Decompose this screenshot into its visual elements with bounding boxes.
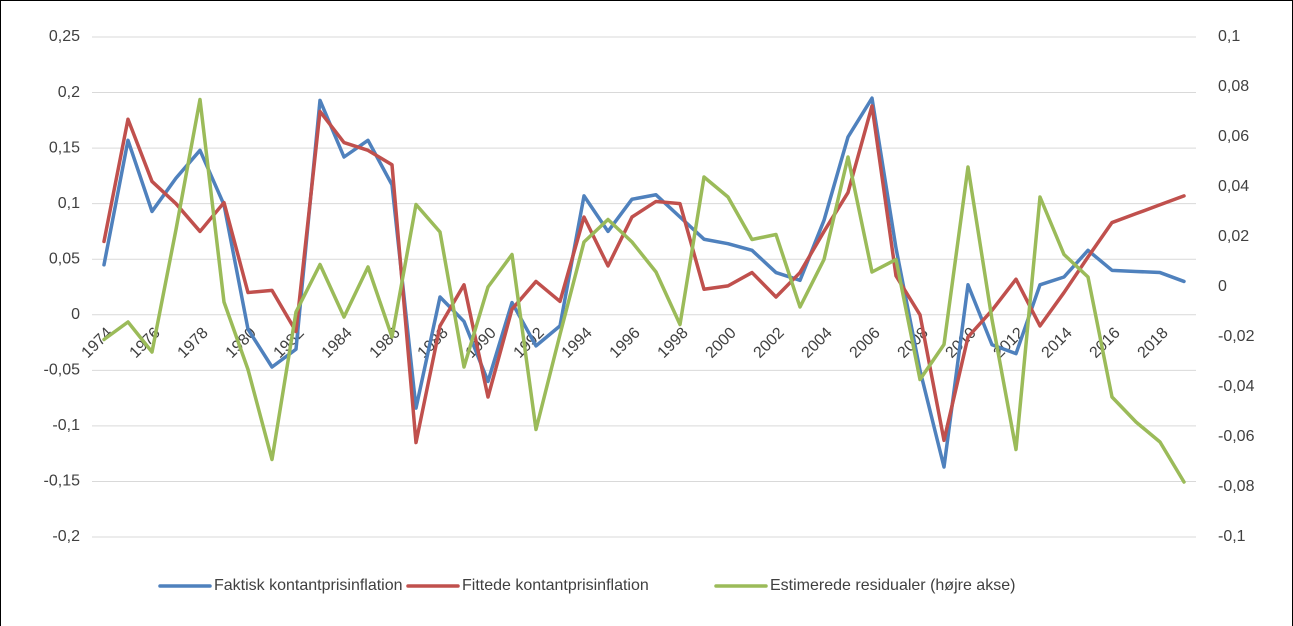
y-tick-label: -0,2 [52, 528, 80, 545]
y-tick-label: 0 [71, 306, 80, 323]
y-tick-label: -0,05 [44, 362, 81, 379]
legend-label: Estimerede residualer (højre akse) [770, 577, 1015, 594]
y2-tick-label: 0,08 [1218, 78, 1249, 95]
y2-tick-label: -0,02 [1218, 328, 1255, 345]
series-line [102, 96, 1186, 469]
y-tick-label: 0,05 [49, 250, 80, 267]
y-tick-label: 0,25 [49, 28, 80, 45]
y2-tick-label: -0,06 [1218, 428, 1255, 445]
legend-label: Fittede kontantprisinflation [462, 577, 649, 594]
series-line [102, 97, 1186, 484]
y2-tick-label: 0,06 [1218, 128, 1249, 145]
series-line [102, 104, 1186, 445]
y2-tick-label: 0,04 [1218, 178, 1249, 195]
y-tick-label: 0,15 [49, 139, 80, 156]
y2-tick-label: -0,1 [1218, 528, 1246, 545]
y2-tick-label: 0 [1218, 278, 1227, 295]
y-tick-label: 0,2 [58, 84, 80, 101]
y2-tick-label: -0,08 [1218, 478, 1255, 495]
y2-tick-label: 0,1 [1218, 28, 1240, 45]
legend-label: Faktisk kontantprisinflation [214, 577, 403, 594]
y-tick-label: -0,1 [52, 417, 80, 434]
y2-tick-label: 0,02 [1218, 228, 1249, 245]
y-tick-label: -0,15 [44, 473, 81, 490]
y-tick-label: 0,1 [58, 195, 80, 212]
y2-tick-label: -0,04 [1218, 378, 1255, 395]
